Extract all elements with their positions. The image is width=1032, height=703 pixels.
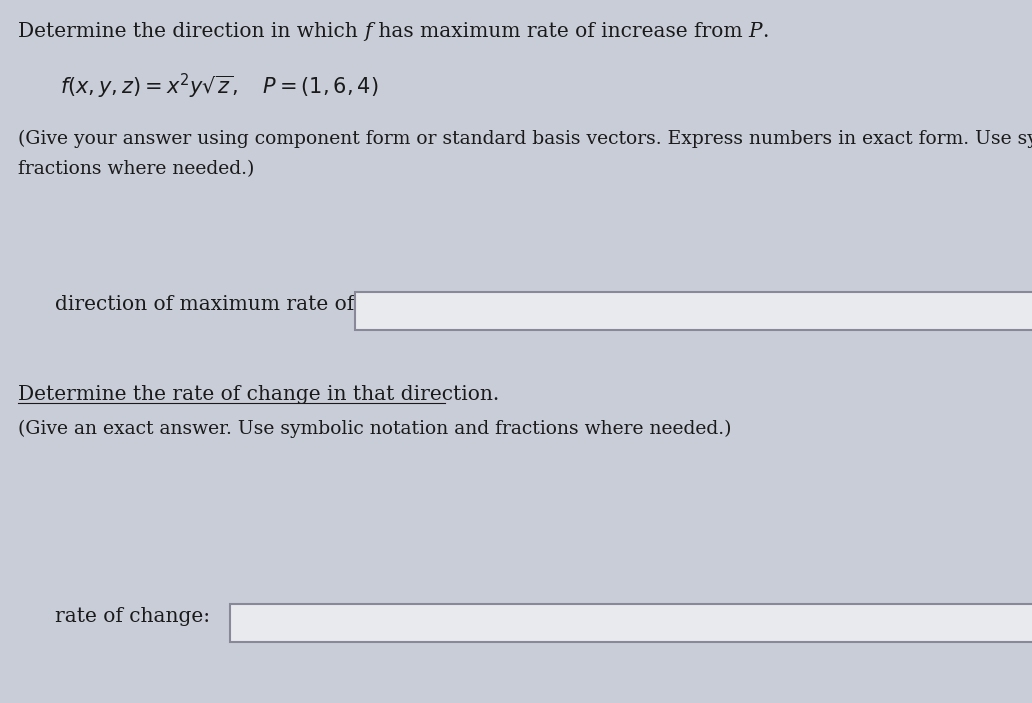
Text: .: . <box>762 22 769 41</box>
FancyBboxPatch shape <box>355 292 1032 330</box>
Text: P: P <box>748 22 762 41</box>
Text: Determine the direction in which: Determine the direction in which <box>18 22 364 41</box>
Text: has maximum rate of increase from: has maximum rate of increase from <box>372 22 748 41</box>
Text: $f(x, y, z) = x^2y\sqrt{z}, \quad P = (1, 6, 4)$: $f(x, y, z) = x^2y\sqrt{z}, \quad P = (1… <box>60 72 379 101</box>
Text: Determine the rate of change in that direction.: Determine the rate of change in that dir… <box>18 385 499 404</box>
Text: f: f <box>364 22 372 41</box>
Text: rate of change:: rate of change: <box>55 607 211 626</box>
Text: fractions where needed.): fractions where needed.) <box>18 160 254 178</box>
Text: direction of maximum rate of increase:: direction of maximum rate of increase: <box>55 295 454 314</box>
Text: (Give your answer using component form or standard basis vectors. Express number: (Give your answer using component form o… <box>18 130 1032 148</box>
Text: (Give an exact answer. Use symbolic notation and fractions where needed.): (Give an exact answer. Use symbolic nota… <box>18 420 732 438</box>
FancyBboxPatch shape <box>230 604 1032 642</box>
